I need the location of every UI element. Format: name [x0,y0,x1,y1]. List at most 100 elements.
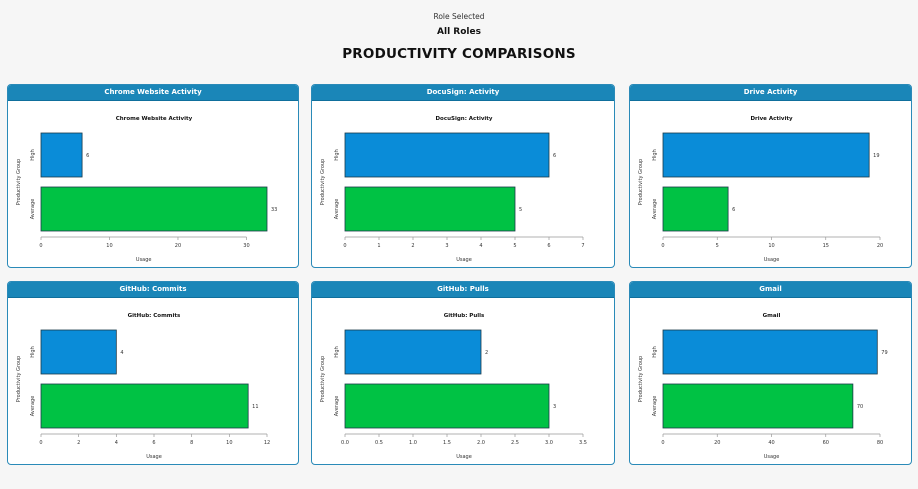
value-label: 6 [86,153,89,159]
panel-heading: DocuSign: Activity [312,85,614,101]
panel-github-commits: GitHub: Commits GitHub: Commits Productiv… [7,281,299,465]
value-label: 6 [732,207,735,213]
value-label: 79 [881,350,887,356]
value-label: 11 [252,404,258,410]
x-tick-label: 0.0 [341,440,349,446]
selected-role: All Roles [437,27,481,37]
value-label: 70 [857,404,863,410]
chart-github-commits: GitHub: Commits Productivity Group High 4 Av… [16,313,270,460]
x-axis-label: Usage [146,454,162,460]
y-axis-label: Productivity Group [638,159,644,205]
y-axis-label: Productivity Group [320,159,326,205]
chart-drive: Drive Activity Productivity Group High 19 Av… [638,116,883,263]
x-tick-label: 20 [877,243,883,249]
chart-docusign: DocuSign: Activity Productivity Group High… [320,116,585,263]
category-label: High [652,149,658,161]
x-tick-label: 5 [716,243,719,249]
x-tick-label: 0 [343,243,346,249]
panel-heading: GitHub: Commits [8,282,298,298]
x-tick-label: 3.5 [579,440,587,446]
panel-heading: GitHub: Pulls [312,282,614,298]
chart-title: GitHub: Pulls [444,313,485,319]
bar-average [662,186,729,232]
value-label: 4 [120,350,123,356]
chart-title: Chrome Website Activity [116,116,193,122]
category-label: High [334,149,340,161]
x-tick-label: 0 [661,440,664,446]
x-tick-label: 12 [264,440,270,446]
value-label: 33 [271,207,277,213]
panel-heading: Drive Activity [630,85,911,101]
chart-title: GitHub: Commits [128,313,181,319]
panel-docusign: DocuSign: Activity DocuSign: Activity Pro… [311,84,615,268]
x-tick-label: 1 [377,243,380,249]
chart-github-pulls: GitHub: Pulls Productivity Group High 2 Aver… [320,313,587,460]
chart-chrome: Chrome Website Activity Productivity Grou… [16,116,277,263]
category-label: Average [30,396,36,417]
value-label: 3 [553,404,556,410]
x-tick-label: 0 [39,440,42,446]
x-tick-label: 10 [106,243,112,249]
bar-average [40,383,249,429]
role-selected-label: Role Selected [433,12,485,21]
panel-gmail: Gmail Gmail Productivity Group High 79 Avera… [629,281,912,465]
panel-heading: Chrome Website Activity [8,85,298,101]
bar-average [344,383,550,429]
x-tick-label: 30 [243,243,249,249]
page-title: PRODUCTIVITY COMPARISONS [342,46,576,62]
panel-chrome: Chrome Website Activity Chrome Website A… [7,84,299,268]
x-axis-label: Usage [764,454,780,460]
bar-average [662,383,854,429]
value-label: 19 [873,153,879,159]
value-label: 5 [519,207,522,213]
category-label: Average [30,199,36,220]
chart-title: Gmail [763,313,781,319]
category-label: High [30,149,36,161]
x-tick-label: 5 [513,243,516,249]
x-tick-label: 3 [445,243,448,249]
value-label: 6 [553,153,556,159]
x-tick-label: 3.0 [545,440,553,446]
x-tick-label: 2.5 [511,440,519,446]
x-tick-label: 6 [547,243,550,249]
x-tick-label: 8 [190,440,193,446]
chart-gmail: Gmail Productivity Group High 79 Average 70 0 2… [638,313,888,460]
x-axis-label: Usage [456,257,472,263]
x-tick-label: 0 [39,243,42,249]
x-tick-label: 10 [768,243,774,249]
panel-github-pulls: GitHub: Pulls GitHub: Pulls Productivity … [311,281,615,465]
x-tick-label: 15 [823,243,829,249]
chart-title: DocuSign: Activity [435,116,492,122]
x-axis-label: Usage [456,454,472,460]
x-tick-label: 4 [115,440,118,446]
x-tick-label: 80 [877,440,883,446]
x-axis-label: Usage [136,257,152,263]
bar-high [40,132,83,178]
x-tick-label: 1.5 [443,440,451,446]
bar-average [344,186,516,232]
x-tick-label: 2.0 [477,440,485,446]
panel-heading: Gmail [630,282,911,298]
category-label: Average [652,396,658,417]
x-axis-label: Usage [764,257,780,263]
x-tick-label: 20 [714,440,720,446]
x-tick-label: 20 [175,243,181,249]
bar-high [662,329,878,375]
category-label: Average [334,396,340,417]
x-tick-label: 2 [77,440,80,446]
category-label: Average [334,199,340,220]
y-axis-label: Productivity Group [16,159,22,205]
value-label: 2 [485,350,488,356]
x-tick-label: 10 [226,440,232,446]
x-tick-label: 6 [152,440,155,446]
category-label: Average [652,199,658,220]
chart-title: Drive Activity [750,116,793,122]
y-axis-label: Productivity Group [638,356,644,402]
y-axis-label: Productivity Group [16,356,22,402]
x-tick-label: 40 [768,440,774,446]
x-tick-label: 60 [823,440,829,446]
category-label: High [334,346,340,358]
panel-drive: Drive Activity Drive Activity Productivit… [629,84,912,268]
category-label: High [30,346,36,358]
x-tick-label: 4 [479,243,482,249]
